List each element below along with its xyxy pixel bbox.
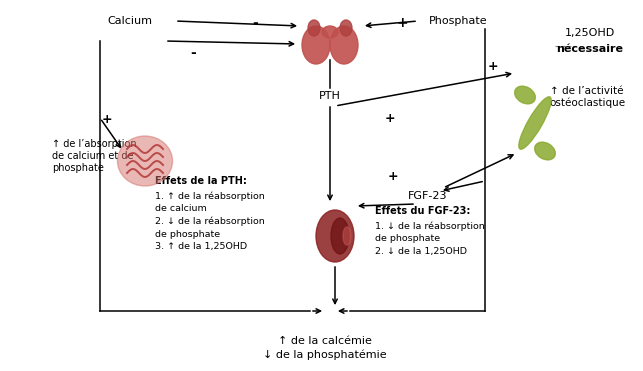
Ellipse shape [343,227,351,245]
Ellipse shape [514,86,536,104]
Text: +: + [102,112,113,125]
Ellipse shape [340,20,352,36]
Text: +: + [388,170,398,183]
Text: nécessaire: nécessaire [556,44,624,54]
Text: +: + [385,112,395,125]
Text: -: - [252,16,258,30]
Text: Effets de la PTH:: Effets de la PTH: [155,176,247,186]
Text: 1. ↓ de la réabsorption
de phosphate
2. ↓ de la 1,25OHD: 1. ↓ de la réabsorption de phosphate 2. … [375,221,485,256]
Ellipse shape [316,210,354,262]
Text: +: + [396,16,408,30]
Text: Effets du FGF-23:: Effets du FGF-23: [375,206,471,216]
Text: -: - [190,46,196,60]
Text: 1. ↑ de la réabsorption
de calcium
2. ↓ de la réabsorption
de phosphate
3. ↑ de : 1. ↑ de la réabsorption de calcium 2. ↓ … [155,191,265,251]
Text: ↑ de l’activité
ostéoclastique: ↑ de l’activité ostéoclastique [549,86,625,108]
Ellipse shape [330,26,358,64]
Text: Calcium: Calcium [107,16,152,26]
Ellipse shape [331,218,349,254]
Text: +: + [487,59,498,72]
Ellipse shape [322,26,338,38]
Ellipse shape [118,136,172,186]
Ellipse shape [308,20,320,36]
Text: ↑ de l’absorption
de calcium et de
phosphate: ↑ de l’absorption de calcium et de phosp… [52,139,136,173]
Text: ↓ de la phosphatémie: ↓ de la phosphatémie [263,350,387,360]
Text: FGF-23: FGF-23 [408,191,448,201]
Ellipse shape [519,97,551,149]
Ellipse shape [302,26,330,64]
Ellipse shape [535,142,556,160]
Text: 1,25OHD: 1,25OHD [565,28,615,38]
Text: ↑ de la calcémie: ↑ de la calcémie [278,336,372,346]
Text: PTH: PTH [319,91,341,101]
Text: Phosphate: Phosphate [429,16,487,26]
